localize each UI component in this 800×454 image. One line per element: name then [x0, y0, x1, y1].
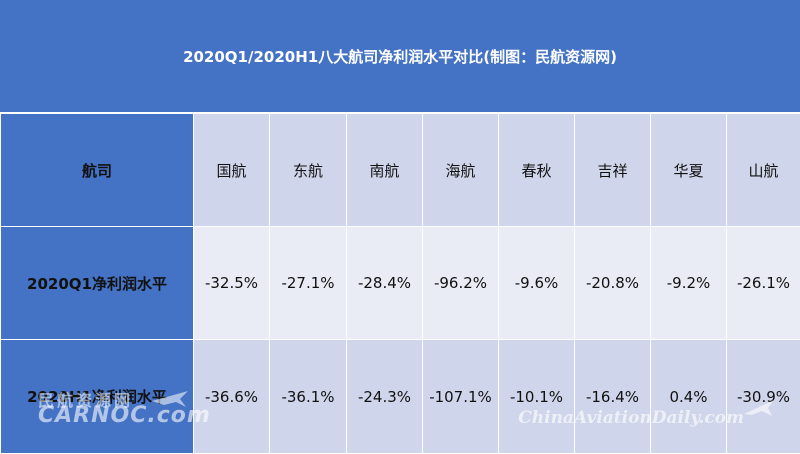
airline-header-label: 航司 [1, 114, 194, 227]
value-cell: 0.4% [651, 340, 727, 454]
value-cell: -24.3% [347, 340, 423, 454]
profit-comparison-table: 航司 国航 东航 南航 海航 春秋 吉祥 华夏 山航 2020Q1净利润水平 -… [0, 113, 800, 454]
airline-name: 春秋 [499, 114, 575, 227]
value-cell: -32.5% [194, 227, 270, 340]
value-cell: -26.1% [727, 227, 800, 340]
value-cell: -20.8% [575, 227, 651, 340]
value-cell: -10.1% [499, 340, 575, 454]
table-title: 2020Q1/2020H1八大航司净利润水平对比(制图：民航资源网) [0, 0, 800, 113]
row-label-h1: 2020H1净利润水平 [1, 340, 194, 454]
value-cell: -36.1% [270, 340, 347, 454]
value-cell: -30.9% [727, 340, 800, 454]
airline-name: 吉祥 [575, 114, 651, 227]
table-row-q1: 2020Q1净利润水平 -32.5% -27.1% -28.4% -96.2% … [1, 227, 800, 340]
airline-name: 华夏 [651, 114, 727, 227]
airline-name: 海航 [423, 114, 499, 227]
value-cell: -27.1% [270, 227, 347, 340]
airline-name: 山航 [727, 114, 800, 227]
airline-name: 东航 [270, 114, 347, 227]
value-cell: -36.6% [194, 340, 270, 454]
value-cell: -28.4% [347, 227, 423, 340]
airline-name: 国航 [194, 114, 270, 227]
row-label-q1: 2020Q1净利润水平 [1, 227, 194, 340]
airline-header-row: 航司 国航 东航 南航 海航 春秋 吉祥 华夏 山航 [1, 114, 800, 227]
value-cell: -9.2% [651, 227, 727, 340]
value-cell: -96.2% [423, 227, 499, 340]
value-cell: -16.4% [575, 340, 651, 454]
value-cell: -9.6% [499, 227, 575, 340]
value-cell: -107.1% [423, 340, 499, 454]
table-row-h1: 2020H1净利润水平 -36.6% -36.1% -24.3% -107.1%… [1, 340, 800, 454]
airline-name: 南航 [347, 114, 423, 227]
